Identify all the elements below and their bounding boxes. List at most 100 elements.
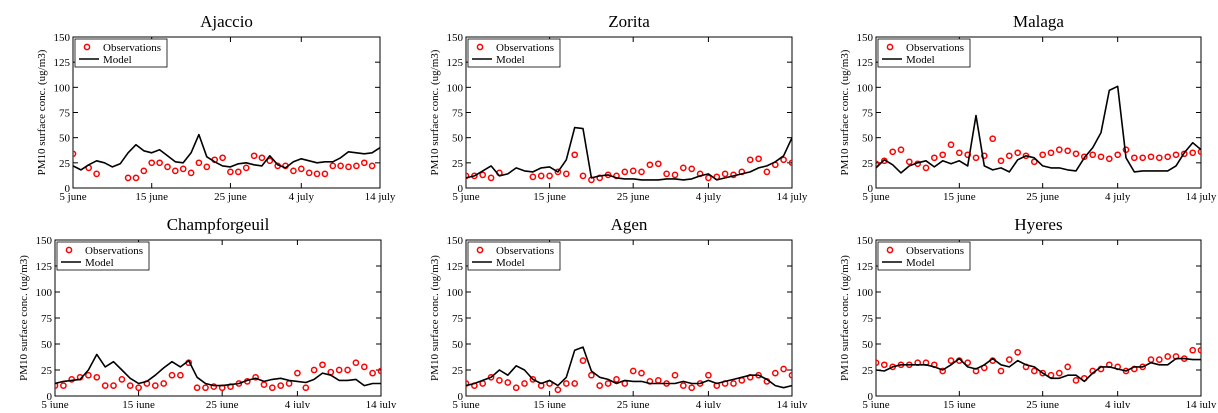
observation-point [360, 363, 368, 371]
observation-point [562, 380, 570, 387]
observation-point [554, 386, 562, 394]
y-tick-label: 50 [862, 133, 874, 145]
observation-point [955, 149, 963, 157]
x-tick-label: 14 july [777, 399, 808, 408]
observation-point [1180, 150, 1188, 158]
plot-area [466, 126, 792, 184]
observation-point [1072, 377, 1080, 384]
observation-point [110, 382, 117, 389]
observation-point [638, 369, 645, 377]
observation-point [930, 154, 938, 162]
observation-point [329, 162, 337, 170]
y-tick-label: 25 [862, 158, 874, 170]
legend-label-observations: Observations [906, 245, 964, 257]
model-line [55, 353, 381, 387]
chart-title: Champforgeuil [167, 215, 270, 234]
observation-point [1114, 151, 1122, 159]
legend-marker-observations [886, 246, 894, 254]
observation-point [1055, 146, 1063, 154]
y-tick-label: 25 [41, 365, 53, 377]
observation-point [972, 154, 980, 162]
observation-point [629, 367, 637, 375]
legend-label-model: Model [103, 54, 132, 66]
observation-point [1030, 158, 1038, 166]
observation-point [964, 359, 972, 367]
x-tick-label: 25 june [1026, 191, 1059, 203]
observation-point [1097, 153, 1105, 161]
legend-box [467, 241, 561, 271]
observation-point [210, 383, 218, 390]
x-tick-label: 5 june [41, 399, 68, 408]
observation-point [487, 174, 495, 182]
model-line [466, 346, 792, 389]
observation-point [889, 148, 897, 156]
observation-point [126, 382, 134, 389]
y-tick-label: 75 [452, 108, 464, 120]
observation-point [897, 146, 905, 154]
x-tick-label: 4 july [1105, 399, 1131, 408]
observation-point [1147, 153, 1155, 161]
model-line [876, 85, 1201, 174]
y-tick-label: 25 [59, 158, 71, 170]
chart-panel: Champforgeuil 0 25 50 75 100 125 150 5 june 15 ju… [18, 215, 397, 411]
observation-point [1130, 154, 1138, 162]
observation-point [1105, 155, 1113, 163]
plot-area [55, 353, 381, 392]
observation-point [705, 371, 712, 379]
observation-point [1197, 346, 1201, 354]
y-tick-label: 50 [452, 339, 464, 351]
y-tick-label: 0 [868, 391, 874, 403]
observation-point [905, 158, 913, 166]
y-tick-label: 100 [857, 82, 874, 94]
observation-point [93, 170, 100, 178]
observation-point [368, 162, 376, 170]
chart-panel: Agen 0 25 50 75 100 125 150 5 june 15 june 25 june… [429, 215, 808, 411]
x-tick-label: 14 july [1186, 191, 1217, 203]
legend-marker-observations [476, 246, 484, 254]
observation-point [60, 382, 67, 389]
observation-point [562, 170, 570, 178]
observation-point [638, 168, 645, 176]
observation-point [671, 371, 679, 379]
observation-point [294, 369, 301, 377]
x-tick-label: 5 june [452, 399, 479, 408]
y-tick-label: 0 [47, 391, 53, 403]
observation-point [227, 168, 234, 176]
chart-panel: Zorita 0 25 50 75 100 125 150 5 june 15 june 25 ju… [429, 12, 808, 203]
observation-point [202, 384, 209, 392]
observation-point [252, 373, 259, 381]
legend-label-model: Model [906, 257, 935, 269]
chart-title: Agen [611, 215, 648, 234]
observation-point [537, 172, 545, 180]
observation-point [466, 380, 470, 387]
observation-point [1189, 346, 1197, 354]
x-tick-label: 25 june [1026, 399, 1059, 408]
y-tick-label: 75 [59, 108, 71, 120]
observation-point [521, 380, 528, 387]
observation-point [195, 159, 203, 167]
y-tick-label: 100 [447, 82, 464, 94]
legend-box [877, 38, 971, 68]
observation-point [148, 159, 156, 167]
observation-point [571, 151, 579, 159]
observation-point [1014, 348, 1022, 356]
x-tick-label: 4 july [1105, 191, 1131, 203]
legend-box [56, 241, 150, 271]
y-tick-label: 0 [458, 391, 464, 403]
y-tick-label: 25 [452, 365, 464, 377]
observation-point [621, 168, 629, 176]
legend-marker-observations [65, 246, 73, 254]
observation-point [529, 173, 537, 181]
y-tick-label: 50 [41, 339, 53, 351]
legend-marker-observations [83, 43, 91, 51]
observation-point [763, 168, 771, 176]
observation-point [876, 359, 880, 367]
y-axis-label: PM10 surface conc. (ug/m3) [18, 255, 30, 381]
observation-point [234, 168, 242, 176]
observation-point [1064, 147, 1072, 155]
observation-point [344, 366, 351, 374]
model-line [73, 133, 380, 171]
observation-point [1164, 353, 1172, 360]
observation-point [571, 380, 579, 387]
